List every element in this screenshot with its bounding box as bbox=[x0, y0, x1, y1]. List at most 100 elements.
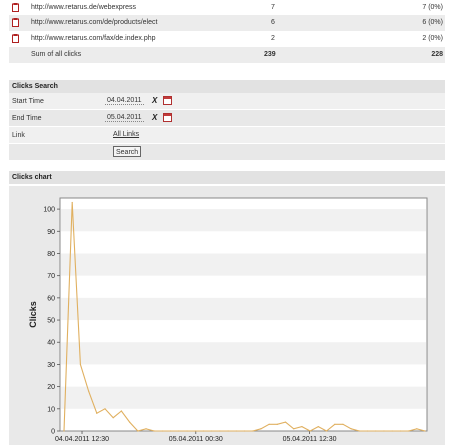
start-time-field[interactable]: 04.04.2011 bbox=[105, 97, 144, 105]
data-point bbox=[325, 430, 328, 432]
table-row: http://www.retarus.com/de/products/elect… bbox=[9, 15, 445, 31]
calendar-icon[interactable] bbox=[163, 96, 172, 105]
y-tick-label: 40 bbox=[47, 340, 55, 347]
data-point bbox=[161, 430, 164, 432]
data-point bbox=[194, 430, 196, 432]
search-row: Search bbox=[9, 144, 445, 161]
data-point bbox=[202, 430, 205, 432]
data-point bbox=[227, 430, 229, 432]
data-point bbox=[96, 412, 98, 414]
data-point bbox=[342, 423, 344, 425]
data-point bbox=[293, 428, 295, 430]
document-icon bbox=[12, 34, 19, 43]
data-point bbox=[120, 410, 123, 412]
end-time-label: End Time bbox=[12, 115, 42, 122]
data-point bbox=[243, 430, 246, 432]
data-point bbox=[284, 421, 287, 423]
section-title: Clicks chart bbox=[12, 174, 52, 181]
unique-clicks-value: 2 (0%) bbox=[422, 35, 443, 42]
data-point bbox=[334, 423, 336, 425]
y-tick-label: 50 bbox=[47, 318, 55, 325]
data-point bbox=[211, 430, 213, 432]
x-tick-label: 05.04.2011 12:30 bbox=[283, 436, 337, 443]
y-tick-label: 70 bbox=[47, 273, 55, 280]
data-point bbox=[88, 390, 90, 392]
data-point bbox=[63, 430, 65, 432]
clicks-value: 2 bbox=[271, 35, 275, 42]
sum-clicks: 239 bbox=[264, 51, 276, 58]
data-point bbox=[252, 430, 254, 432]
grid-band bbox=[61, 297, 426, 321]
x-tick-label: 04.04.2011 12:30 bbox=[55, 436, 109, 443]
clicks-value: 7 bbox=[271, 4, 275, 11]
data-point bbox=[186, 430, 188, 432]
data-point bbox=[104, 408, 106, 410]
all-links-link[interactable]: All Links bbox=[113, 131, 140, 138]
start-time-row: Start Time 04.04.2011 X bbox=[9, 93, 445, 110]
grid-band bbox=[61, 386, 426, 409]
data-point bbox=[145, 428, 147, 430]
y-tick-label: 0 bbox=[51, 429, 55, 436]
grid-band bbox=[61, 209, 426, 232]
data-point bbox=[383, 430, 385, 432]
data-point bbox=[219, 430, 221, 432]
y-tick-label: 90 bbox=[47, 229, 55, 236]
end-time-field[interactable]: 05.04.2011 bbox=[105, 114, 144, 122]
data-point bbox=[301, 425, 303, 428]
clicks-value: 6 bbox=[271, 19, 275, 26]
data-point bbox=[178, 430, 180, 432]
url-link[interactable]: http://www.retarus.com/de/products/elect bbox=[31, 19, 158, 26]
link-row: Link All Links bbox=[9, 127, 445, 144]
unique-clicks-value: 7 (0%) bbox=[422, 4, 443, 11]
end-time-row: End Time 05.04.2011 X bbox=[9, 110, 445, 127]
y-tick-label: 20 bbox=[47, 384, 55, 391]
data-point bbox=[317, 425, 319, 428]
data-point bbox=[424, 430, 426, 432]
y-tick-label: 30 bbox=[47, 362, 55, 369]
section-title: Clicks Search bbox=[12, 83, 58, 90]
clear-start-icon[interactable]: X bbox=[152, 96, 158, 105]
clicks-chart-panel: 0 10 20 30 40 50 60 70 80 90 100 Clicks 04.04.2011 1… bbox=[9, 186, 445, 445]
data-point bbox=[391, 430, 393, 432]
data-point bbox=[129, 421, 131, 423]
data-point bbox=[375, 430, 377, 432]
calendar-icon[interactable] bbox=[163, 113, 172, 122]
data-point bbox=[260, 428, 262, 430]
table-row: http://www.retarus.com/fax/de.index.php … bbox=[9, 31, 445, 47]
search-button[interactable]: Search bbox=[113, 146, 141, 157]
clear-end-icon[interactable]: X bbox=[152, 113, 158, 122]
sum-row: Sum of all clicks 239 228 bbox=[9, 47, 445, 63]
x-tick-label: 05.04.2011 00:30 bbox=[169, 436, 223, 443]
y-tick-label: 80 bbox=[47, 251, 55, 258]
y-tick-label: 10 bbox=[47, 406, 55, 413]
y-tick-label: 100 bbox=[43, 207, 55, 214]
data-point bbox=[71, 201, 73, 204]
url-link[interactable]: http://www.retarus.com/fax/de.index.php bbox=[31, 35, 156, 42]
data-point bbox=[366, 430, 369, 432]
table-row: http://www.retarus.de/webexpress 7 7 (0%… bbox=[9, 0, 445, 16]
data-point bbox=[112, 417, 114, 419]
data-point bbox=[268, 423, 270, 425]
data-point bbox=[358, 430, 360, 432]
document-icon bbox=[12, 18, 19, 27]
data-point bbox=[235, 430, 237, 432]
data-point bbox=[170, 430, 172, 432]
data-point bbox=[309, 430, 311, 432]
grid-band bbox=[61, 342, 426, 365]
clicks-line-chart: 0 10 20 30 40 50 60 70 80 90 100 Clicks 04.04.2011 1… bbox=[28, 197, 428, 443]
data-point bbox=[350, 428, 352, 430]
document-icon bbox=[12, 3, 19, 12]
data-point bbox=[407, 430, 410, 432]
clicks-chart-header: Clicks chart bbox=[9, 171, 445, 184]
start-time-label: Start Time bbox=[12, 98, 44, 105]
data-point bbox=[416, 428, 418, 430]
data-point bbox=[137, 430, 139, 432]
y-tick-label: 60 bbox=[47, 295, 55, 302]
data-point bbox=[79, 363, 82, 366]
grid-band bbox=[61, 253, 426, 276]
url-link[interactable]: http://www.retarus.de/webexpress bbox=[31, 4, 137, 11]
unique-clicks-value: 6 (0%) bbox=[422, 19, 443, 26]
data-point bbox=[399, 430, 401, 432]
y-axis-label: Clicks bbox=[28, 301, 38, 328]
sum-unique-clicks: 228 bbox=[431, 51, 443, 58]
